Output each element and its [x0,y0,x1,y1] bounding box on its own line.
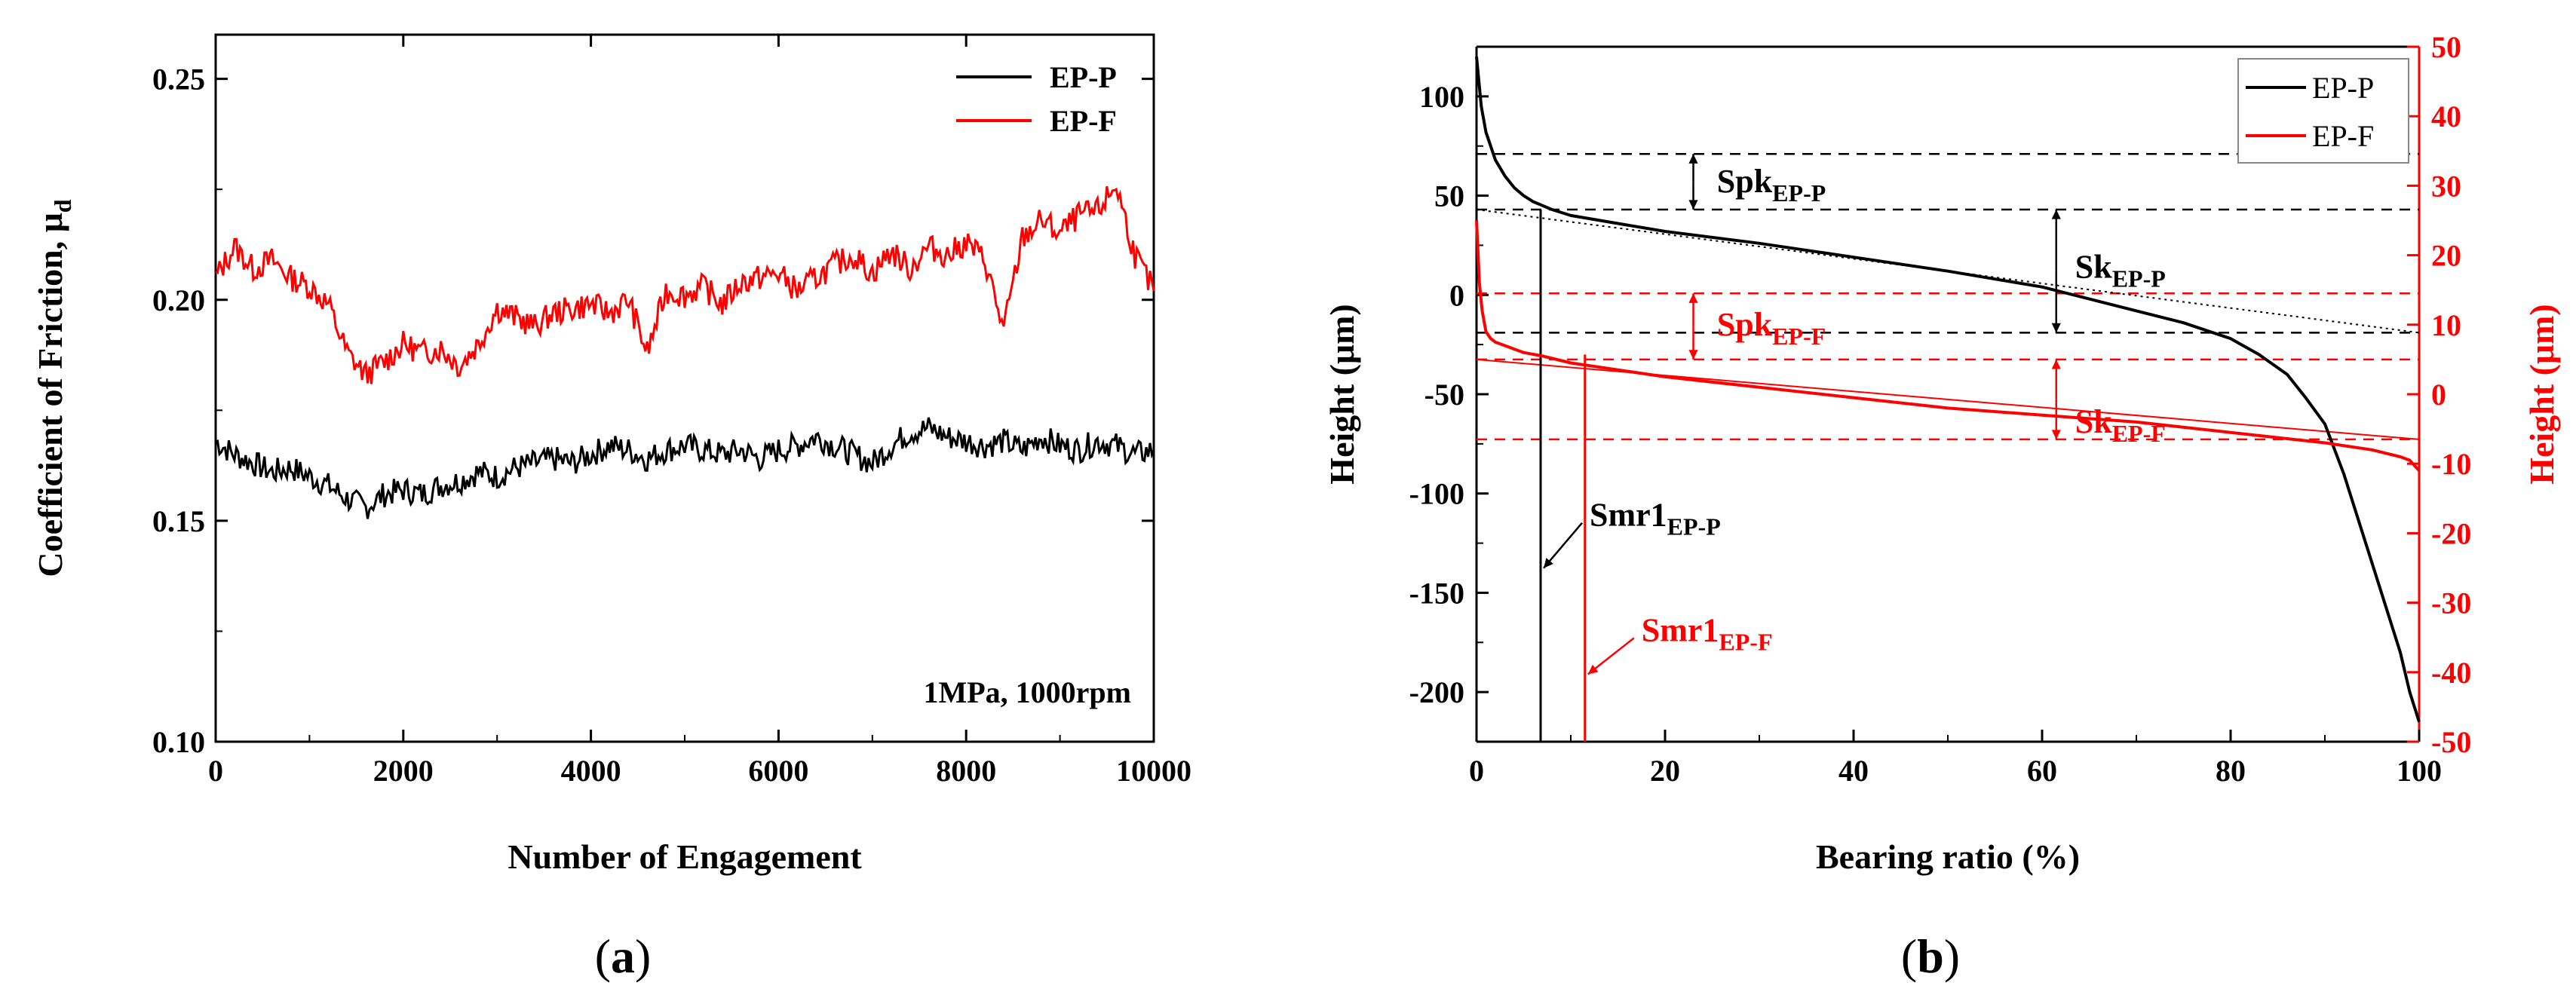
legend-label-ep-p: EP-P [2312,71,2374,105]
smr1-ep-f-pointer-head [1587,664,1599,675]
chart-panel-b: 0 20 40 60 80 100-200-150-100-50050100-50-40-… [1323,30,2561,876]
y-tick-label-right: 10 [2431,308,2461,342]
x-tick-label: 4000 [561,754,621,788]
caption-a: (a) [595,929,652,983]
y-tick-label-right: 30 [2431,169,2461,203]
y-tick-label-right: -40 [2431,656,2471,690]
x-tick-label: 10000 [1116,754,1191,788]
annotation-sk-ep-f: SkEP-F [2075,403,2166,447]
legend-box [2237,58,2409,164]
y-tick-label-left: 0 [1449,278,1464,312]
sk-ep-f-arrow-down-head [2051,430,2061,439]
x-tick-label: 0 [208,754,223,788]
y-tick-label-right: 50 [2431,30,2461,64]
smr1-ep-p-pointer-head [1544,558,1553,568]
y-tick-label-right: -30 [2431,586,2471,620]
y-axis-label: Coefficient of Friction, μd [31,199,76,577]
annotation-sk-ep-p: SkEP-P [2075,248,2166,292]
sk-ep-f-arrow-up-head [2051,359,2061,369]
x-tick-label: 20 [1650,754,1680,788]
y-tick-label-left: 50 [1434,179,1464,213]
x-axis-label: Bearing ratio (%) [1816,837,2080,876]
y-axis-label-right: Height (μm) [2522,304,2561,484]
y-tick-label: 0.25 [152,63,205,96]
sk-ep-p-arrow-down-head [2051,323,2061,333]
x-tick-label: 80 [2216,754,2246,788]
sk-ep-p-arrow-up-head [2051,210,2061,219]
caption-a-letter: a [611,929,635,983]
x-tick-label: 100 [2397,754,2442,788]
y-tick-label-right: -10 [2431,447,2471,481]
annotation-spk-ep-p: SpkEP-P [1717,163,1826,207]
plot-frame [214,33,1155,743]
y-axis-label-left: Height (μm) [1323,304,1361,484]
caption-b-letter: b [1917,929,1944,983]
spk-ep-f-arrow-up-head [1688,293,1698,303]
series-curve-ep-f [1475,220,2421,472]
legend-label-ep-f: EP-F [2312,119,2374,153]
y-tick-label: 0.15 [152,504,205,538]
x-tick-label: 60 [2027,754,2057,788]
y-tick-label-left: -200 [1409,675,1464,709]
annotation-spk-ep-f: SpkEP-F [1717,306,1826,350]
annotation-smr1-ep-f: Smr1EP-F [1642,611,1773,655]
legend-label-ep-p: EP-P [1050,60,1117,94]
tangent-line [1476,209,2420,334]
spk-ep-f-arrow-down-head [1688,350,1698,360]
y-tick-label-left: -50 [1424,378,1464,412]
y-tick-label: 0.20 [152,283,205,317]
y-tick-label-right: 20 [2431,239,2461,273]
legend-label-ep-f: EP-F [1050,104,1117,138]
spk-ep-p-arrow-up-head [1688,154,1698,164]
smr1-ep-p-pointer [1543,522,1583,569]
tangent-line [1476,358,2420,440]
y-tick-label: 0.10 [152,725,205,759]
x-tick-label: 8000 [936,754,996,788]
y-tick-label-left: -100 [1409,477,1464,511]
x-axis-label: Number of Engagement [508,837,862,876]
series-curve-ep-p [1475,57,2421,723]
x-tick-label: 2000 [373,754,434,788]
spk-ep-p-arrow-down-head [1688,200,1698,210]
caption-b: (b) [1901,929,1960,983]
chart-panel-a: 0 2000 4000 6000 8000 10000 0.10 0.15 0.20 0.25 Nu… [31,33,1191,876]
y-tick-label-left: -150 [1409,576,1464,610]
y-tick-label-right: -20 [2431,516,2471,550]
x-tick-label: 6000 [748,754,808,788]
x-tick-label: 0 [1469,754,1484,788]
condition-label: 1MPa, 1000rpm [923,675,1131,709]
annotation-smr1-ep-p: Smr1EP-P [1590,497,1721,540]
smr1-ep-f-pointer [1587,637,1635,675]
x-tick-label: 40 [1838,754,1869,788]
series-line-ep-p [215,417,1155,519]
series-line-ep-f [215,185,1155,384]
y-tick-label-right: 0 [2431,378,2446,412]
y-tick-label-left: 100 [1419,80,1464,114]
y-tick-label-right: 40 [2431,99,2461,133]
y-tick-label-right: -50 [2431,725,2471,759]
